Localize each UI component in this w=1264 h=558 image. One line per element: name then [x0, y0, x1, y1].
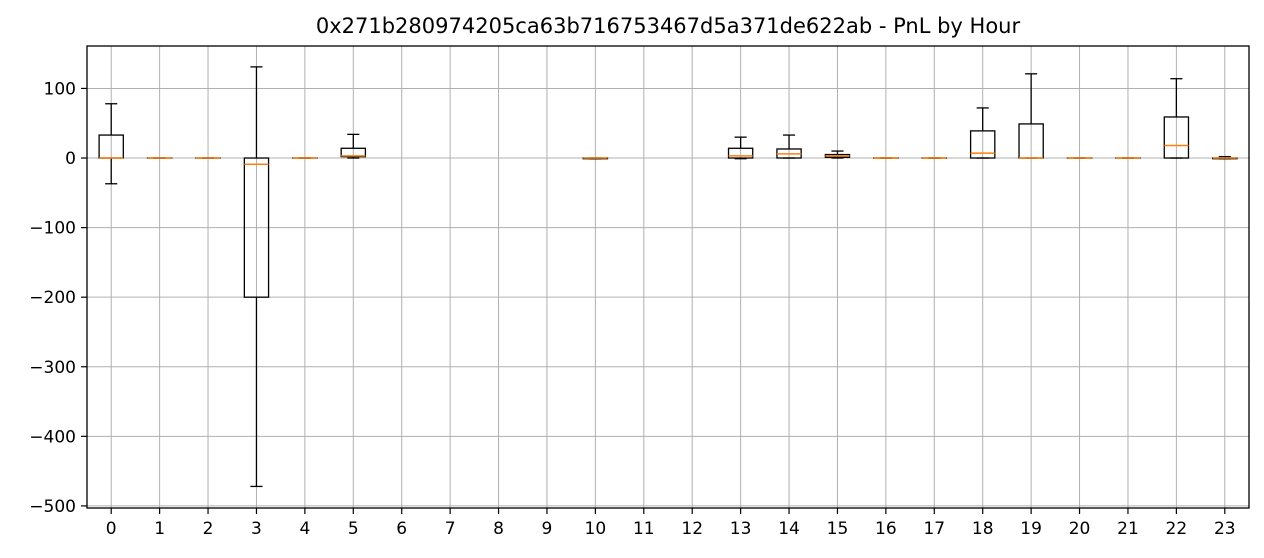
- x-tick-label: 21: [1117, 519, 1139, 539]
- x-tick-label: 9: [542, 519, 553, 539]
- x-tick-label: 16: [875, 519, 897, 539]
- y-tick-label: −100: [29, 219, 76, 239]
- plot-area-frame: [86, 45, 1250, 509]
- x-tick-label: 17: [923, 519, 945, 539]
- iqr-box: [1163, 116, 1190, 159]
- x-tick-label: 13: [730, 519, 752, 539]
- x-tick-label: 8: [493, 519, 504, 539]
- box-hour-13: [727, 136, 754, 160]
- box-hour-22: [1163, 78, 1190, 159]
- box-hour-10: [582, 157, 609, 160]
- box-hour-19: [1018, 73, 1044, 159]
- x-tick-label: 11: [633, 519, 655, 539]
- iqr-box: [727, 147, 754, 159]
- x-tick-label: 14: [778, 519, 800, 539]
- box-hour-14: [776, 134, 802, 159]
- y-tick-label: −500: [29, 497, 76, 517]
- x-tick-label: 12: [681, 519, 703, 539]
- x-tick-label: 3: [251, 519, 262, 539]
- iqr-box: [243, 157, 270, 298]
- x-tick-label: 10: [585, 519, 607, 539]
- y-tick-label: −300: [29, 358, 76, 378]
- box-hour-23: [1212, 155, 1238, 160]
- x-tick-label: 18: [972, 519, 994, 539]
- y-tick-label: −400: [29, 427, 76, 447]
- x-tick-label: 2: [203, 519, 214, 539]
- x-tick-label: 23: [1214, 519, 1236, 539]
- box-series: [98, 66, 1238, 488]
- grid-lines: [87, 46, 1249, 508]
- x-tick-label: 0: [106, 519, 117, 539]
- chart-title: 0x271b280974205ca63b716753467d5a371de622…: [316, 14, 1021, 38]
- x-tick-label: 19: [1020, 519, 1042, 539]
- box-hour-3: [243, 66, 270, 488]
- x-tick-label: 5: [348, 519, 359, 539]
- x-tick-label: 15: [827, 519, 849, 539]
- x-axis-ticks: 0 1 2 3 4 5 6 7 8 9 10 11 12 13 14 15 16 17 18 19 20 21 22 23: [106, 508, 1236, 539]
- x-tick-label: 7: [445, 519, 456, 539]
- x-tick-label: 22: [1166, 519, 1188, 539]
- box-hour-15: [824, 150, 851, 159]
- box-hour-0: [98, 103, 124, 185]
- x-tick-label: 6: [396, 519, 407, 539]
- y-axis-ticks: −500 −400 −300 −200 −100 0 100: [29, 79, 87, 517]
- iqr-box: [969, 130, 996, 159]
- x-tick-label: 4: [299, 519, 310, 539]
- x-tick-label: 20: [1069, 519, 1091, 539]
- box-hour-18: [969, 107, 996, 159]
- y-tick-label: 0: [65, 149, 76, 169]
- box-hour-5: [340, 133, 367, 159]
- y-tick-label: −200: [29, 288, 76, 308]
- y-tick-label: 100: [44, 79, 76, 99]
- x-tick-label: 1: [154, 519, 165, 539]
